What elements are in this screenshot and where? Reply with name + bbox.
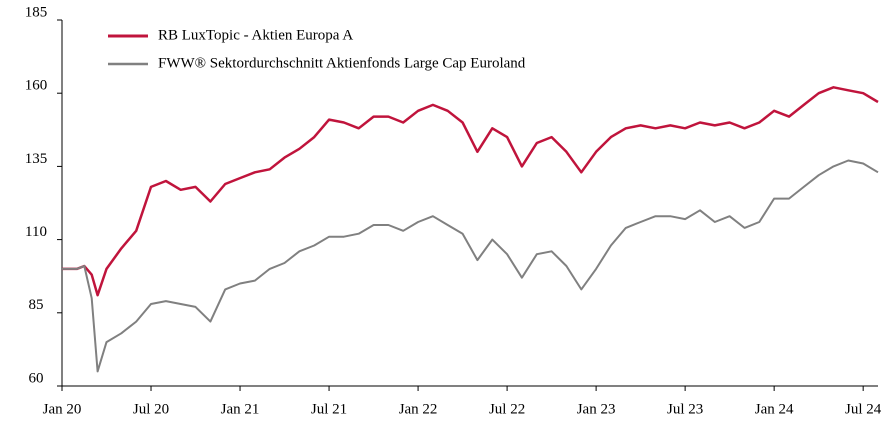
series-line [62, 159, 879, 373]
y-tick-label: 185 [25, 4, 48, 20]
x-tick-label: Jan 22 [399, 401, 438, 417]
y-tick-label: 110 [25, 224, 47, 240]
x-tick-label: Jan 20 [43, 401, 82, 417]
series-line [62, 86, 879, 297]
x-tick-label: Jan 21 [221, 401, 260, 417]
x-tick-label: Jul 23 [667, 401, 703, 417]
y-tick-label: 60 [29, 370, 44, 386]
legend-label: RB LuxTopic - Aktien Europa A [158, 27, 353, 43]
x-tick-label: Jan 24 [755, 401, 794, 417]
x-tick-label: Jul 21 [311, 401, 347, 417]
x-tick-label: Jul 20 [133, 401, 169, 417]
y-tick-label: 85 [29, 297, 44, 313]
x-tick-label: Jul 22 [489, 401, 525, 417]
y-tick-label: 135 [25, 151, 48, 167]
y-tick-label: 160 [25, 78, 48, 94]
legend-label: FWW® Sektordurchschnitt Aktienfonds Larg… [158, 55, 526, 71]
x-tick-label: Jul 24 [845, 401, 882, 417]
x-tick-label: Jan 23 [577, 401, 616, 417]
